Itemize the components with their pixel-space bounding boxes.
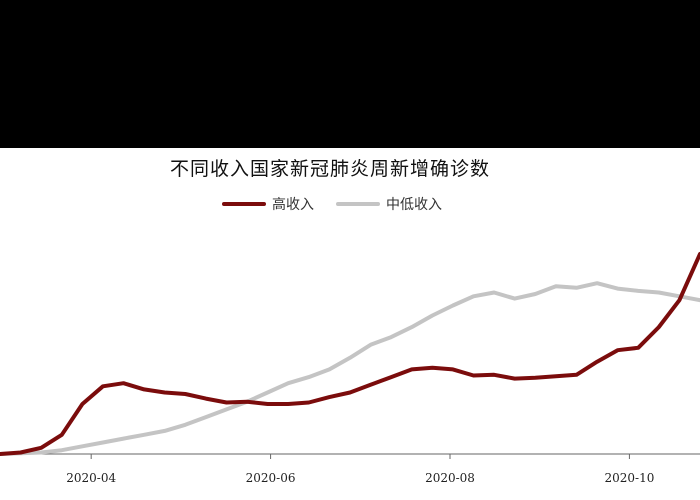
legend-label-low-mid-income: 中低收入 xyxy=(386,197,442,213)
x-tick-label: 2020-08 xyxy=(425,471,475,485)
x-tick-label: 2020-06 xyxy=(246,471,296,485)
legend-item-low-mid-income: 中低收入 xyxy=(336,194,442,214)
x-tick-label: 2020-04 xyxy=(66,471,116,485)
dark-header-band xyxy=(0,0,700,148)
chart-title: 不同收入国家新冠肺炎周新增确诊数 xyxy=(169,158,490,180)
series-line-high-income xyxy=(0,252,700,456)
chart-legend: 高收入 中低收入 xyxy=(222,194,442,214)
legend-label-high-income: 高收入 xyxy=(272,197,314,213)
line-chart: 2020-04 2020-06 2020-08 2020-10 xyxy=(0,252,700,485)
legend-swatch-high-income xyxy=(222,202,266,206)
chart-area: 不同收入国家新冠肺炎周新增确诊数 高收入 中低收入 2020-04 2020-06… xyxy=(0,148,700,500)
legend-swatch-low-mid-income xyxy=(336,202,380,206)
x-tick-label: 2020-10 xyxy=(604,471,654,485)
legend-item-high-income: 高收入 xyxy=(222,194,314,214)
series-line-low-mid-income xyxy=(0,281,700,456)
